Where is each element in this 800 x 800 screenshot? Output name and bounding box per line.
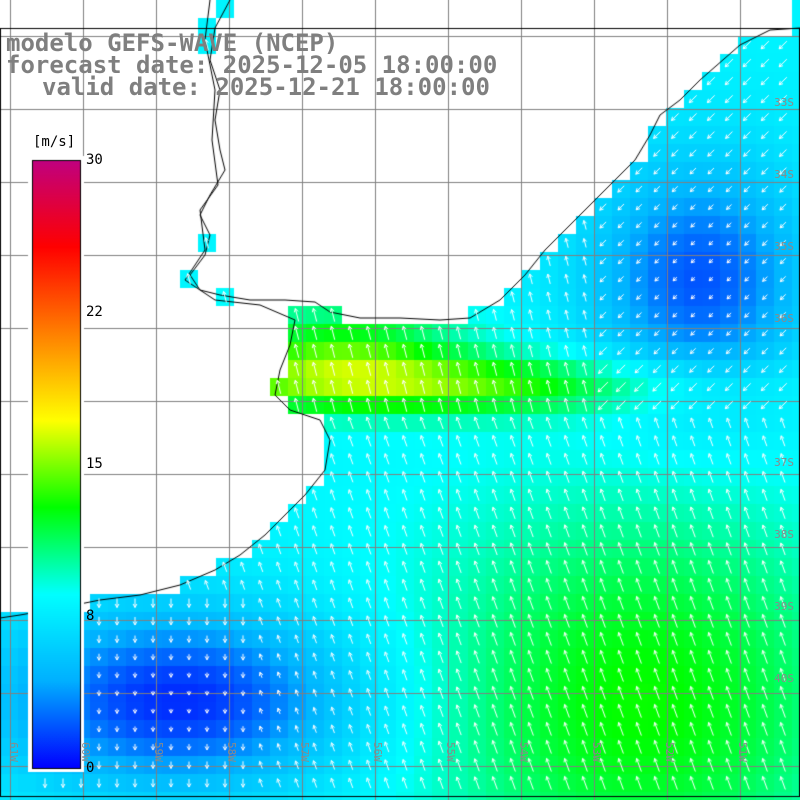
- valid-date: valid date: 2025-12-21 18:00:00: [42, 73, 490, 101]
- lon-label: 58W: [225, 742, 238, 762]
- colorbar-tick-22: 22: [86, 304, 103, 320]
- lon-label: 52W: [663, 742, 676, 762]
- lon-label: 60W: [79, 742, 92, 762]
- lon-label: 56W: [371, 742, 384, 762]
- lon-label: 54W: [517, 742, 530, 762]
- colorbar-unit: [m/s]: [33, 134, 76, 150]
- forecast-date: forecast date: 2025-12-05 18:00:00: [6, 51, 498, 79]
- lat-label: 36S: [774, 312, 794, 325]
- lat-label: 34S: [774, 168, 794, 181]
- lat-label: 38S: [774, 528, 794, 541]
- lon-label: 59W: [152, 742, 165, 762]
- lat-label: 37S: [774, 456, 794, 469]
- lat-label: 33S: [774, 96, 794, 109]
- colorbar-tick-15: 15: [86, 456, 103, 472]
- lon-label: 51W: [736, 742, 749, 762]
- model-title: modelo GEFS-WAVE (NCEP): [6, 29, 339, 57]
- colorbar-tick-30: 30: [86, 152, 103, 168]
- lon-label: 53W: [590, 742, 603, 762]
- lon-label: 57W: [298, 742, 311, 762]
- lon-label: 61W: [7, 742, 20, 762]
- colorbar-tick-8: 8: [86, 608, 95, 624]
- colorbar-tick-0: 0: [86, 760, 95, 776]
- lon-label: 55W: [444, 742, 457, 762]
- lat-label: 35S: [774, 240, 794, 253]
- lat-label: 39S: [774, 600, 794, 613]
- lat-label: 40S: [774, 672, 794, 685]
